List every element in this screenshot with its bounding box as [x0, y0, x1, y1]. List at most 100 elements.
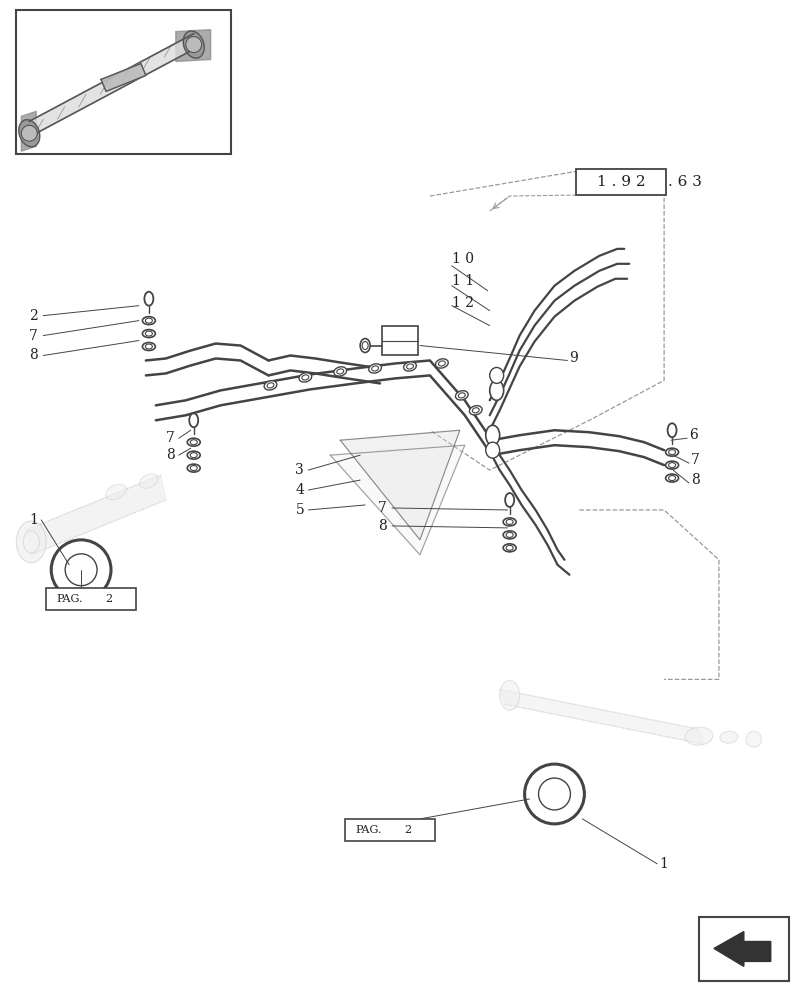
Ellipse shape: [503, 518, 516, 526]
Ellipse shape: [190, 453, 197, 458]
Ellipse shape: [485, 442, 499, 458]
Ellipse shape: [360, 339, 370, 353]
Text: 1 2: 1 2: [451, 296, 474, 310]
Polygon shape: [101, 63, 146, 91]
Ellipse shape: [187, 451, 200, 459]
Ellipse shape: [337, 369, 343, 374]
Ellipse shape: [16, 521, 46, 563]
Ellipse shape: [406, 364, 413, 369]
Ellipse shape: [489, 380, 503, 400]
Polygon shape: [175, 30, 210, 62]
Text: 6: 6: [689, 428, 697, 442]
Ellipse shape: [665, 448, 678, 456]
Text: 8: 8: [690, 473, 699, 487]
Bar: [46, 588, 135, 610]
Text: 1: 1: [659, 857, 667, 871]
Ellipse shape: [368, 364, 381, 373]
Bar: [345, 819, 435, 841]
Ellipse shape: [24, 531, 39, 553]
Polygon shape: [21, 111, 36, 151]
Ellipse shape: [189, 413, 198, 427]
Ellipse shape: [264, 381, 277, 390]
Ellipse shape: [362, 342, 367, 350]
Text: 7: 7: [690, 453, 699, 467]
Polygon shape: [499, 689, 703, 744]
Ellipse shape: [298, 373, 311, 382]
Ellipse shape: [183, 31, 204, 58]
Ellipse shape: [667, 423, 676, 437]
Text: PAG.: PAG.: [56, 594, 83, 604]
Ellipse shape: [667, 450, 675, 455]
Ellipse shape: [438, 361, 444, 366]
Ellipse shape: [142, 317, 155, 325]
Ellipse shape: [139, 474, 158, 488]
Ellipse shape: [472, 408, 478, 413]
Text: 1 . 9 2: 1 . 9 2: [596, 175, 645, 189]
Ellipse shape: [145, 331, 152, 336]
Ellipse shape: [371, 366, 378, 371]
Bar: [382, 326, 418, 355]
Text: 1: 1: [29, 513, 38, 527]
Ellipse shape: [499, 680, 519, 710]
Ellipse shape: [187, 438, 200, 446]
Circle shape: [524, 764, 584, 824]
Polygon shape: [330, 445, 464, 555]
Ellipse shape: [302, 375, 308, 380]
Circle shape: [21, 125, 37, 141]
Ellipse shape: [267, 383, 273, 388]
Polygon shape: [26, 475, 165, 555]
Ellipse shape: [665, 461, 678, 469]
Ellipse shape: [719, 731, 737, 743]
Circle shape: [51, 540, 111, 600]
Text: 8: 8: [378, 519, 386, 533]
Text: PAG.: PAG.: [354, 825, 381, 835]
Ellipse shape: [435, 359, 448, 368]
Ellipse shape: [665, 474, 678, 482]
Text: 4: 4: [295, 483, 304, 497]
Ellipse shape: [142, 343, 155, 351]
Text: 2: 2: [404, 825, 410, 835]
Text: 8: 8: [165, 448, 174, 462]
Text: 9: 9: [569, 351, 577, 365]
Ellipse shape: [403, 362, 416, 371]
Text: 8: 8: [29, 348, 38, 362]
Text: 1 1: 1 1: [451, 274, 474, 288]
Ellipse shape: [503, 531, 516, 539]
Circle shape: [538, 778, 570, 810]
Ellipse shape: [145, 318, 152, 323]
Ellipse shape: [105, 484, 127, 500]
Ellipse shape: [667, 463, 675, 468]
Text: 7: 7: [29, 329, 38, 343]
Ellipse shape: [489, 367, 503, 383]
Ellipse shape: [485, 425, 499, 445]
Bar: [698, 917, 787, 981]
Text: . 6 3: . 6 3: [667, 175, 702, 189]
Polygon shape: [713, 932, 770, 966]
Circle shape: [186, 37, 201, 53]
Ellipse shape: [469, 406, 482, 415]
Ellipse shape: [505, 519, 513, 524]
Text: 7: 7: [165, 431, 174, 445]
Ellipse shape: [458, 393, 465, 398]
Polygon shape: [340, 430, 459, 540]
Text: 2: 2: [29, 309, 38, 323]
Text: 2: 2: [105, 594, 112, 604]
Ellipse shape: [667, 476, 675, 481]
Ellipse shape: [145, 344, 152, 349]
Ellipse shape: [503, 544, 516, 552]
Ellipse shape: [142, 330, 155, 338]
Ellipse shape: [505, 545, 513, 550]
Ellipse shape: [333, 367, 346, 376]
Ellipse shape: [144, 292, 153, 306]
Ellipse shape: [684, 727, 712, 745]
Polygon shape: [29, 34, 200, 133]
Ellipse shape: [187, 464, 200, 472]
Ellipse shape: [505, 532, 513, 537]
Text: 3: 3: [295, 463, 304, 477]
Ellipse shape: [190, 440, 197, 445]
Ellipse shape: [190, 466, 197, 471]
Text: 7: 7: [378, 501, 387, 515]
Bar: [16, 10, 230, 154]
Text: 1 0: 1 0: [451, 252, 474, 266]
Circle shape: [65, 554, 97, 586]
